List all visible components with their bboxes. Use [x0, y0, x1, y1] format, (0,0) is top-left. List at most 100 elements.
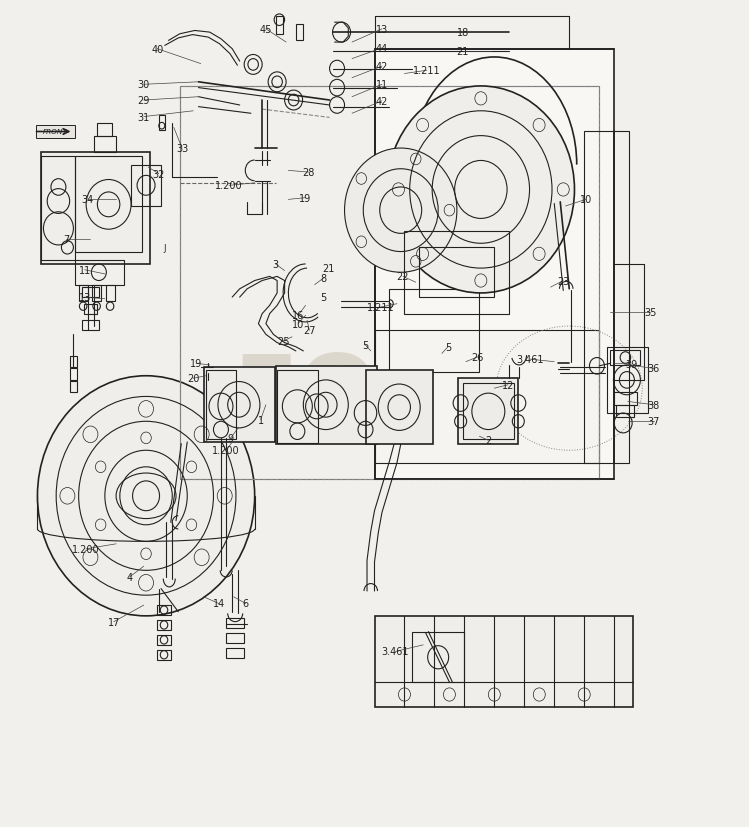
Text: 28: 28: [303, 168, 315, 178]
Bar: [94, 136, 116, 153]
Text: 23: 23: [557, 276, 569, 286]
Text: 19: 19: [190, 359, 202, 369]
Bar: [70, 369, 77, 380]
Text: 11: 11: [79, 265, 91, 275]
Text: 5: 5: [363, 341, 369, 351]
Bar: [70, 356, 77, 368]
Bar: [226, 619, 244, 629]
Bar: [92, 285, 101, 302]
Bar: [226, 633, 244, 643]
Text: 30: 30: [138, 80, 150, 90]
Bar: [97, 124, 112, 136]
Bar: [584, 132, 629, 463]
Text: 12: 12: [502, 380, 514, 390]
Text: 14: 14: [213, 599, 225, 609]
Bar: [463, 384, 514, 440]
Text: 17: 17: [108, 617, 120, 627]
Text: 9: 9: [228, 433, 234, 443]
Text: 21: 21: [457, 47, 469, 57]
Bar: [41, 157, 75, 261]
Bar: [374, 50, 614, 480]
Text: 13: 13: [376, 25, 388, 35]
Text: 20: 20: [187, 374, 199, 384]
Text: 1.200: 1.200: [216, 181, 243, 191]
Bar: [374, 616, 633, 707]
Bar: [82, 288, 99, 298]
Circle shape: [37, 376, 255, 616]
Bar: [276, 366, 377, 445]
Text: 1.211: 1.211: [367, 303, 394, 313]
Bar: [157, 635, 171, 645]
Text: 19: 19: [299, 194, 311, 203]
Text: 32: 32: [153, 170, 165, 179]
Bar: [616, 405, 634, 418]
Bar: [180, 87, 599, 480]
Bar: [41, 153, 150, 265]
Bar: [106, 285, 115, 302]
Text: 10: 10: [292, 319, 304, 329]
Bar: [276, 17, 283, 35]
Bar: [157, 620, 171, 630]
Bar: [412, 633, 464, 682]
Text: FOEX: FOEX: [234, 351, 515, 443]
Text: 7: 7: [63, 235, 69, 245]
Bar: [389, 289, 479, 372]
Text: J: J: [163, 244, 166, 252]
Text: 16: 16: [292, 311, 304, 321]
Bar: [419, 248, 494, 298]
Text: 13: 13: [79, 293, 91, 303]
Bar: [75, 261, 124, 285]
Text: 36: 36: [648, 364, 660, 374]
Text: 44: 44: [376, 44, 388, 54]
Bar: [75, 157, 142, 252]
Bar: [36, 126, 75, 139]
Bar: [226, 648, 244, 658]
Text: 39: 39: [625, 360, 637, 370]
Text: 6: 6: [243, 599, 249, 609]
Text: 11: 11: [376, 80, 388, 90]
Text: FRONT: FRONT: [43, 129, 67, 136]
Bar: [610, 351, 640, 366]
Bar: [366, 370, 433, 445]
Bar: [296, 25, 303, 41]
Text: 33: 33: [176, 144, 188, 154]
Bar: [159, 116, 165, 131]
Text: 37: 37: [648, 417, 660, 427]
Text: 29: 29: [138, 96, 150, 106]
Text: 1.211: 1.211: [413, 66, 440, 76]
Text: 27: 27: [303, 326, 315, 336]
Text: 45: 45: [260, 25, 272, 35]
Text: 18: 18: [457, 28, 469, 38]
Text: 35: 35: [644, 308, 656, 318]
Text: 25: 25: [277, 337, 289, 347]
Text: 5: 5: [445, 342, 451, 352]
Text: 22: 22: [397, 272, 409, 282]
Bar: [607, 347, 648, 414]
Text: 3.461: 3.461: [517, 355, 544, 365]
Bar: [277, 370, 318, 443]
Text: 42: 42: [376, 62, 388, 72]
Bar: [131, 165, 161, 207]
Bar: [374, 331, 599, 463]
Text: 3.461: 3.461: [382, 647, 409, 657]
Bar: [84, 304, 97, 314]
Text: 26: 26: [472, 352, 484, 362]
Bar: [404, 232, 509, 314]
Text: 42: 42: [376, 97, 388, 107]
Bar: [70, 381, 77, 393]
Text: 31: 31: [138, 112, 150, 122]
Text: 4: 4: [127, 572, 133, 582]
Bar: [614, 393, 637, 405]
Text: 5: 5: [321, 293, 327, 303]
Circle shape: [345, 149, 457, 273]
Text: 38: 38: [648, 400, 660, 410]
Bar: [204, 368, 275, 442]
Text: 40: 40: [151, 45, 163, 55]
Bar: [82, 321, 99, 331]
Bar: [458, 379, 518, 445]
Text: 1: 1: [258, 415, 264, 425]
Text: 21: 21: [322, 264, 334, 274]
Bar: [157, 650, 171, 660]
Bar: [206, 370, 236, 440]
Text: 34: 34: [82, 195, 94, 205]
